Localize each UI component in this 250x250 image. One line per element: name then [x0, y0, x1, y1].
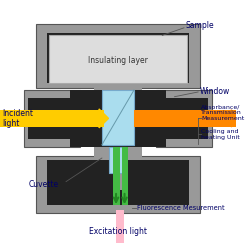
Bar: [47, 34, 189, 82]
Bar: [70, 90, 80, 147]
Bar: [94, 82, 142, 92]
Text: Cuvette: Cuvette: [28, 180, 58, 189]
Bar: [94, 147, 142, 158]
Text: Incident
light: Incident light: [2, 109, 33, 128]
Bar: [28, 98, 70, 139]
Bar: [102, 90, 134, 145]
Bar: [36, 156, 200, 213]
Text: Window: Window: [200, 88, 230, 96]
Bar: [122, 147, 128, 205]
Bar: [156, 90, 212, 147]
Bar: [166, 98, 207, 139]
Bar: [156, 90, 166, 147]
Bar: [0, 110, 104, 127]
Text: Excitation light: Excitation light: [89, 227, 147, 236]
Bar: [116, 210, 124, 243]
Text: Cooling and
heating Unit: Cooling and heating Unit: [201, 129, 240, 140]
Bar: [113, 173, 123, 190]
Bar: [47, 160, 189, 205]
Bar: [110, 147, 126, 173]
Bar: [134, 110, 236, 127]
Bar: [80, 90, 156, 147]
Bar: [36, 24, 200, 88]
Bar: [70, 90, 166, 147]
Text: Insulating layer: Insulating layer: [88, 56, 148, 65]
Text: Sample: Sample: [186, 22, 214, 30]
Bar: [24, 90, 80, 147]
Polygon shape: [99, 109, 108, 128]
Text: Fluorescence Mesurement: Fluorescence Mesurement: [137, 205, 224, 211]
Polygon shape: [231, 110, 240, 127]
Text: Absorbance/
Transmission
Measurement: Absorbance/ Transmission Measurement: [201, 104, 244, 121]
Bar: [49, 35, 187, 82]
Bar: [113, 147, 120, 205]
